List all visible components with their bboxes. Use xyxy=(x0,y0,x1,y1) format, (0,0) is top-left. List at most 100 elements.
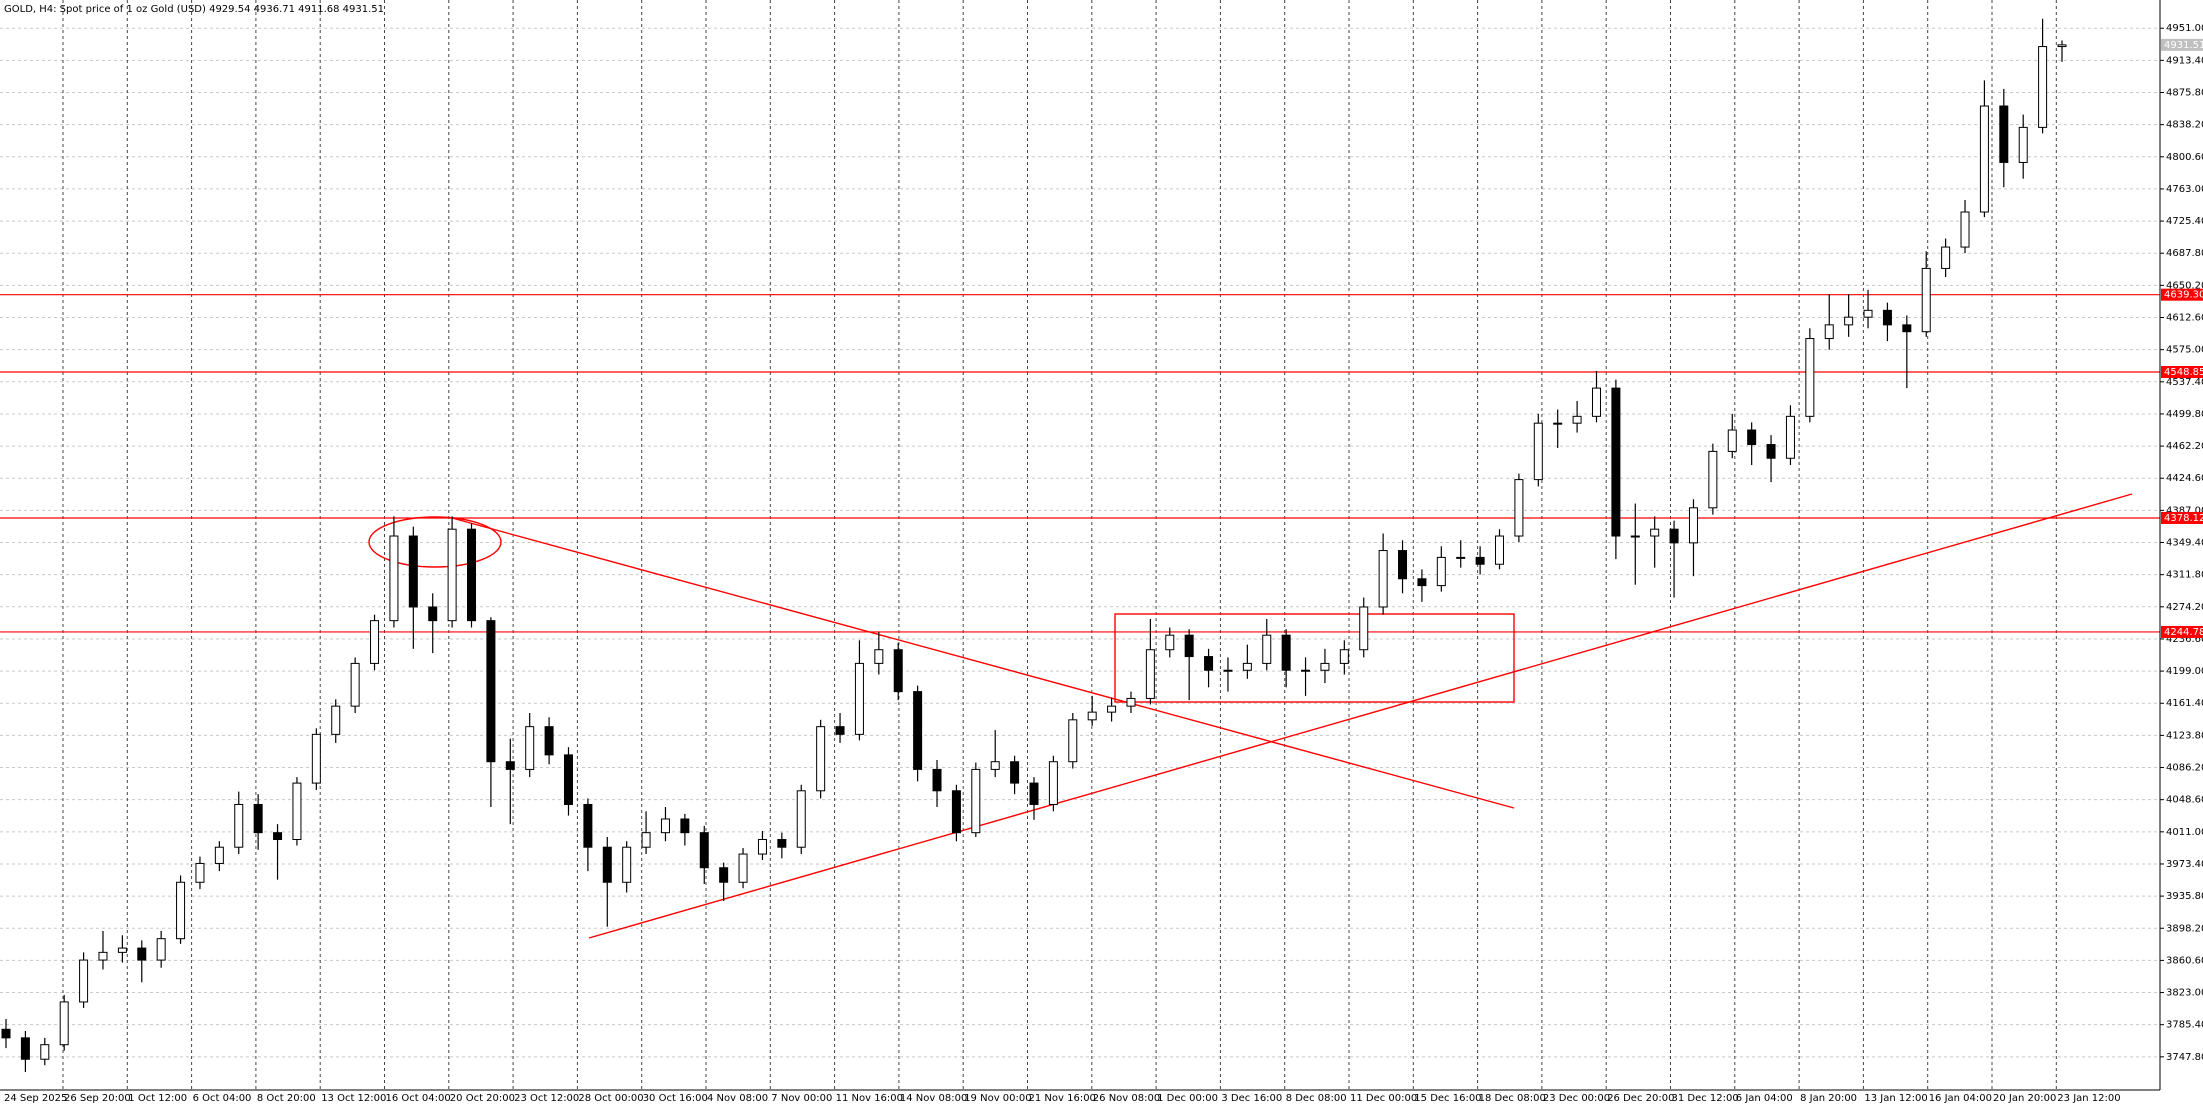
candle-body xyxy=(467,528,477,622)
y-tick-label: 3860.60 xyxy=(2166,955,2203,966)
candle-body xyxy=(1165,634,1175,651)
last-price-label: 4931.51 xyxy=(2164,40,2203,51)
candle-body xyxy=(1398,550,1408,580)
chart-title: GOLD, H4: Spot price of 1 oz Gold (USD) … xyxy=(4,4,384,15)
x-tick-label: 28 Oct 00:00 xyxy=(578,1093,643,1104)
candle-body xyxy=(1844,316,1854,326)
candle-body xyxy=(1805,338,1815,417)
y-tick-label: 4424.60 xyxy=(2166,473,2203,484)
candle-body xyxy=(117,947,127,953)
y-tick-label: 4763.00 xyxy=(2166,184,2203,195)
y-tick-label: 4537.40 xyxy=(2166,377,2203,388)
y-tick-label: 4575.00 xyxy=(2166,345,2203,356)
candle-body xyxy=(1184,634,1194,658)
candle-body xyxy=(525,726,535,770)
candle-body xyxy=(137,947,147,961)
level-label: 4244.78 xyxy=(2164,627,2203,638)
y-tick-label: 4687.80 xyxy=(2166,248,2203,259)
candle-body xyxy=(20,1037,30,1060)
candle-body xyxy=(447,528,457,622)
y-tick-label: 3823.00 xyxy=(2166,988,2203,999)
candle-body xyxy=(951,790,961,834)
candle-body xyxy=(1514,479,1524,537)
candle-body xyxy=(2057,44,2067,48)
x-tick-label: 21 Nov 16:00 xyxy=(1029,1093,1096,1104)
candle-body xyxy=(2038,46,2048,128)
y-tick-label: 4800.60 xyxy=(2166,152,2203,163)
x-tick-label: 23 Jan 12:00 xyxy=(2057,1093,2120,1104)
y-tick-label: 3898.20 xyxy=(2166,923,2203,934)
candle-body xyxy=(311,733,321,784)
candle-body xyxy=(796,790,806,848)
x-tick-label: 1 Dec 00:00 xyxy=(1157,1093,1218,1104)
y-tick-label: 4236.60 xyxy=(2166,634,2203,645)
x-tick-label: 26 Sep 20:00 xyxy=(64,1093,131,1104)
candle-body xyxy=(1339,649,1349,664)
level-tag xyxy=(2161,366,2203,379)
level-label: 4639.30 xyxy=(2164,290,2203,301)
candle-body xyxy=(874,649,884,664)
x-tick-label: 31 Dec 12:00 xyxy=(1672,1093,1739,1104)
candle-body xyxy=(1359,606,1369,651)
drawings xyxy=(368,493,2133,939)
candle-body xyxy=(1048,761,1058,805)
candle-body xyxy=(680,818,690,834)
y-tick-label: 3935.80 xyxy=(2166,891,2203,902)
candle-body xyxy=(156,938,166,961)
y-tick-label: 4048.60 xyxy=(2166,795,2203,806)
y-tick-label: 4161.40 xyxy=(2166,698,2203,709)
y-tick-label: 4123.80 xyxy=(2166,730,2203,741)
candle-body xyxy=(234,803,244,848)
y-tick-label: 4650.20 xyxy=(2166,280,2203,291)
ellipse-drawing xyxy=(368,516,502,568)
candle-body xyxy=(1087,711,1097,721)
candle-body xyxy=(1727,429,1737,452)
candle-body xyxy=(971,768,981,834)
x-tick-label: 8 Jan 20:00 xyxy=(1800,1093,1857,1104)
x-tick-label: 20 Oct 20:00 xyxy=(450,1093,515,1104)
grid xyxy=(0,0,2160,1090)
candle-body xyxy=(370,620,380,664)
candle-body xyxy=(1960,211,1970,248)
candle-body xyxy=(389,535,399,622)
x-tick-label: 23 Oct 12:00 xyxy=(514,1093,579,1104)
x-tick-label: 3 Dec 16:00 xyxy=(1221,1093,1282,1104)
x-tick-label: 6 Oct 04:00 xyxy=(193,1093,252,1104)
x-tick-label: 11 Dec 00:00 xyxy=(1350,1093,1417,1104)
candle-body xyxy=(1456,556,1466,559)
x-tick-label: 30 Oct 16:00 xyxy=(643,1093,708,1104)
x-tick-label: 14 Nov 08:00 xyxy=(900,1093,967,1104)
candle-body xyxy=(1572,415,1582,424)
candle-body xyxy=(1979,105,1989,213)
x-tick-label: 1 Oct 12:00 xyxy=(128,1093,187,1104)
y-tick-label: 4725.40 xyxy=(2166,216,2203,227)
candle-body xyxy=(544,726,554,756)
candle-body xyxy=(777,839,787,848)
y-tick-label: 4387.00 xyxy=(2166,505,2203,516)
candle-body xyxy=(1921,267,1931,333)
candle-body xyxy=(583,803,593,848)
candle-body xyxy=(1010,761,1020,784)
candle-body xyxy=(990,761,1000,770)
candle-body xyxy=(893,649,903,693)
candle-body xyxy=(1650,528,1660,537)
candle-body xyxy=(1766,444,1776,459)
candle-body xyxy=(1475,556,1485,565)
x-tick-label: 19 Nov 00:00 xyxy=(964,1093,1031,1104)
candles xyxy=(1,18,2067,1073)
candle-body xyxy=(486,620,496,763)
candle-body xyxy=(428,606,438,622)
x-tick-label: 18 Dec 08:00 xyxy=(1479,1093,1546,1104)
candle-body xyxy=(1107,705,1117,713)
x-tick-label: 16 Jan 04:00 xyxy=(1929,1093,1992,1104)
candle-body xyxy=(1591,387,1601,417)
candle-body xyxy=(641,832,651,848)
candle-body xyxy=(176,881,186,940)
y-tick-label: 3785.40 xyxy=(2166,1020,2203,1031)
candle-body xyxy=(1,1028,11,1039)
candle-body xyxy=(1669,528,1679,544)
candle-body xyxy=(1301,669,1311,672)
candle-body xyxy=(1708,450,1718,509)
candle-body xyxy=(1902,324,1912,333)
x-tick-label: 16 Oct 04:00 xyxy=(386,1093,451,1104)
